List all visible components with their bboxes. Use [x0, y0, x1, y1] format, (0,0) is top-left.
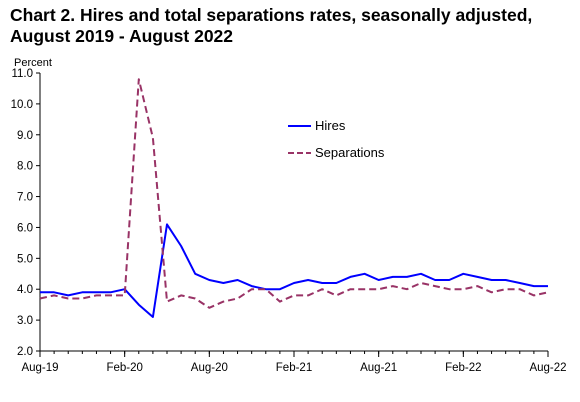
chart-legend: Hires Separations [288, 118, 385, 160]
x-tick-label: Feb-21 [276, 362, 312, 374]
separations-series-line [39, 78, 549, 309]
x-tick-label: Aug-20 [191, 362, 228, 374]
x-tick-label: Feb-20 [106, 362, 142, 374]
y-tick-label: 4.0 [17, 284, 33, 296]
y-tick-label: 11.0 [11, 68, 33, 80]
y-axis-label: Percent [14, 57, 52, 69]
legend-label-separations: Separations [315, 145, 385, 160]
x-tick-label: Aug-21 [360, 362, 397, 374]
y-tick-label: 2.0 [17, 346, 33, 358]
chart-title: Chart 2. Hires and total separations rat… [10, 5, 575, 47]
y-tick-label: 10.0 [11, 99, 33, 111]
y-tick-label: 7.0 [17, 192, 33, 204]
y-tick-label: 6.0 [17, 222, 33, 234]
y-tick-label: 9.0 [17, 130, 33, 142]
x-tick-label: Aug-19 [21, 362, 58, 374]
y-tick-label: 8.0 [17, 161, 33, 173]
x-tick-label: Feb-22 [445, 362, 481, 374]
y-tick-label: 3.0 [17, 315, 33, 327]
chart-series [39, 78, 549, 318]
x-tick-label: Aug-22 [529, 362, 566, 374]
chart-title-line-1: Chart 2. Hires and total separations rat… [10, 5, 533, 25]
y-tick-label: 5.0 [17, 253, 33, 265]
legend-label-hires: Hires [315, 118, 346, 133]
chart-axes: 2.0 3.0 4.0 5.0 6.0 7.0 8.0 9.0 10.0 11.0 Aug-19 Fe… [11, 68, 567, 374]
chart-title-line-2: August 2019 - August 2022 [10, 26, 234, 46]
hires-series-line [40, 223, 548, 318]
